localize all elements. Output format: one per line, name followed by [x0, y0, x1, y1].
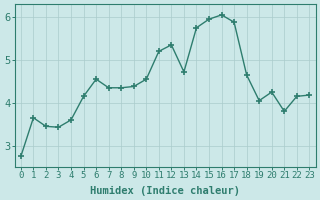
X-axis label: Humidex (Indice chaleur): Humidex (Indice chaleur)	[90, 186, 240, 196]
